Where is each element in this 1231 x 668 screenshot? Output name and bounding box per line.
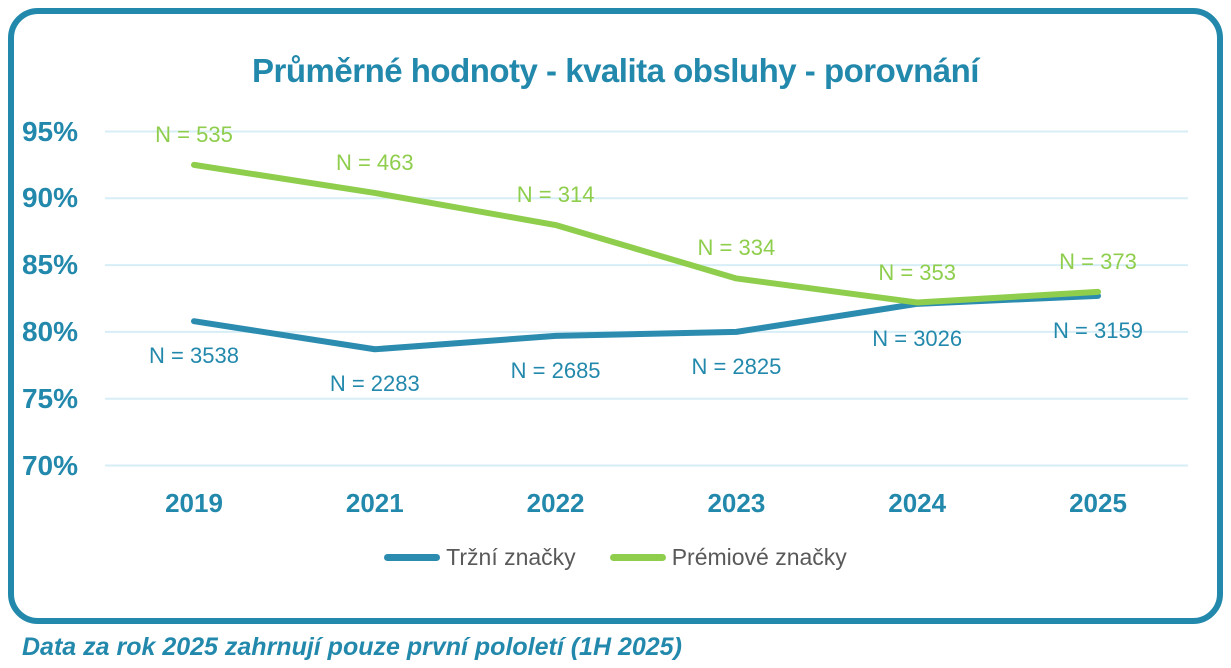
data-point-label: N = 535 <box>155 121 233 147</box>
chart-title: Průměrné hodnoty - kvalita obsluhy - por… <box>252 52 979 89</box>
data-point-label: N = 463 <box>335 149 414 175</box>
legend-item: Prémiové značky <box>609 544 847 570</box>
y-axis-tick-label: 95% <box>21 115 78 147</box>
x-axis-category-label: 2022 <box>526 488 585 518</box>
data-point-label: N = 2283 <box>329 371 420 397</box>
data-point-label: N = 3538 <box>149 343 239 369</box>
series-line-1 <box>191 161 1101 306</box>
x-axis-category-label: 2025 <box>1069 488 1127 518</box>
chart-legend: Tržní značky Prémiové značky <box>0 546 1231 569</box>
y-axis-tick-label: 80% <box>21 315 78 347</box>
data-point-label: N = 314 <box>516 182 595 208</box>
data-point-label: N = 3026 <box>872 325 963 351</box>
x-axis-category-label: 2021 <box>345 488 404 518</box>
data-point-label: N = 2825 <box>691 353 782 379</box>
legend-item: Tržní značky <box>384 546 576 569</box>
chart-frame <box>8 8 1223 624</box>
data-point-label: N = 334 <box>697 235 776 261</box>
y-axis-tick-label: 85% <box>21 249 78 281</box>
data-point-label: N = 3159 <box>1053 317 1143 343</box>
y-axis-tick-label: 75% <box>21 382 78 414</box>
footnote: Data za rok 2025 zahrnují pouze první po… <box>22 633 682 661</box>
legend-label: Tržní značky <box>446 544 576 570</box>
x-axis-category-label: 2023 <box>707 488 766 518</box>
data-point-label: N = 373 <box>1059 248 1137 274</box>
data-point-label: N = 2685 <box>510 357 601 383</box>
series-line-0 <box>191 292 1101 353</box>
legend-line-swatch-icon <box>384 554 441 561</box>
legend-label: Prémiové značky <box>671 544 847 570</box>
y-axis-tick-label: 90% <box>21 182 78 214</box>
y-axis-tick-label: 70% <box>21 449 78 481</box>
x-axis-category-label: 2024 <box>888 488 947 518</box>
x-axis-category-label: 2019 <box>165 488 223 518</box>
legend-line-swatch-icon <box>609 554 666 561</box>
data-point-label: N = 353 <box>878 259 957 285</box>
